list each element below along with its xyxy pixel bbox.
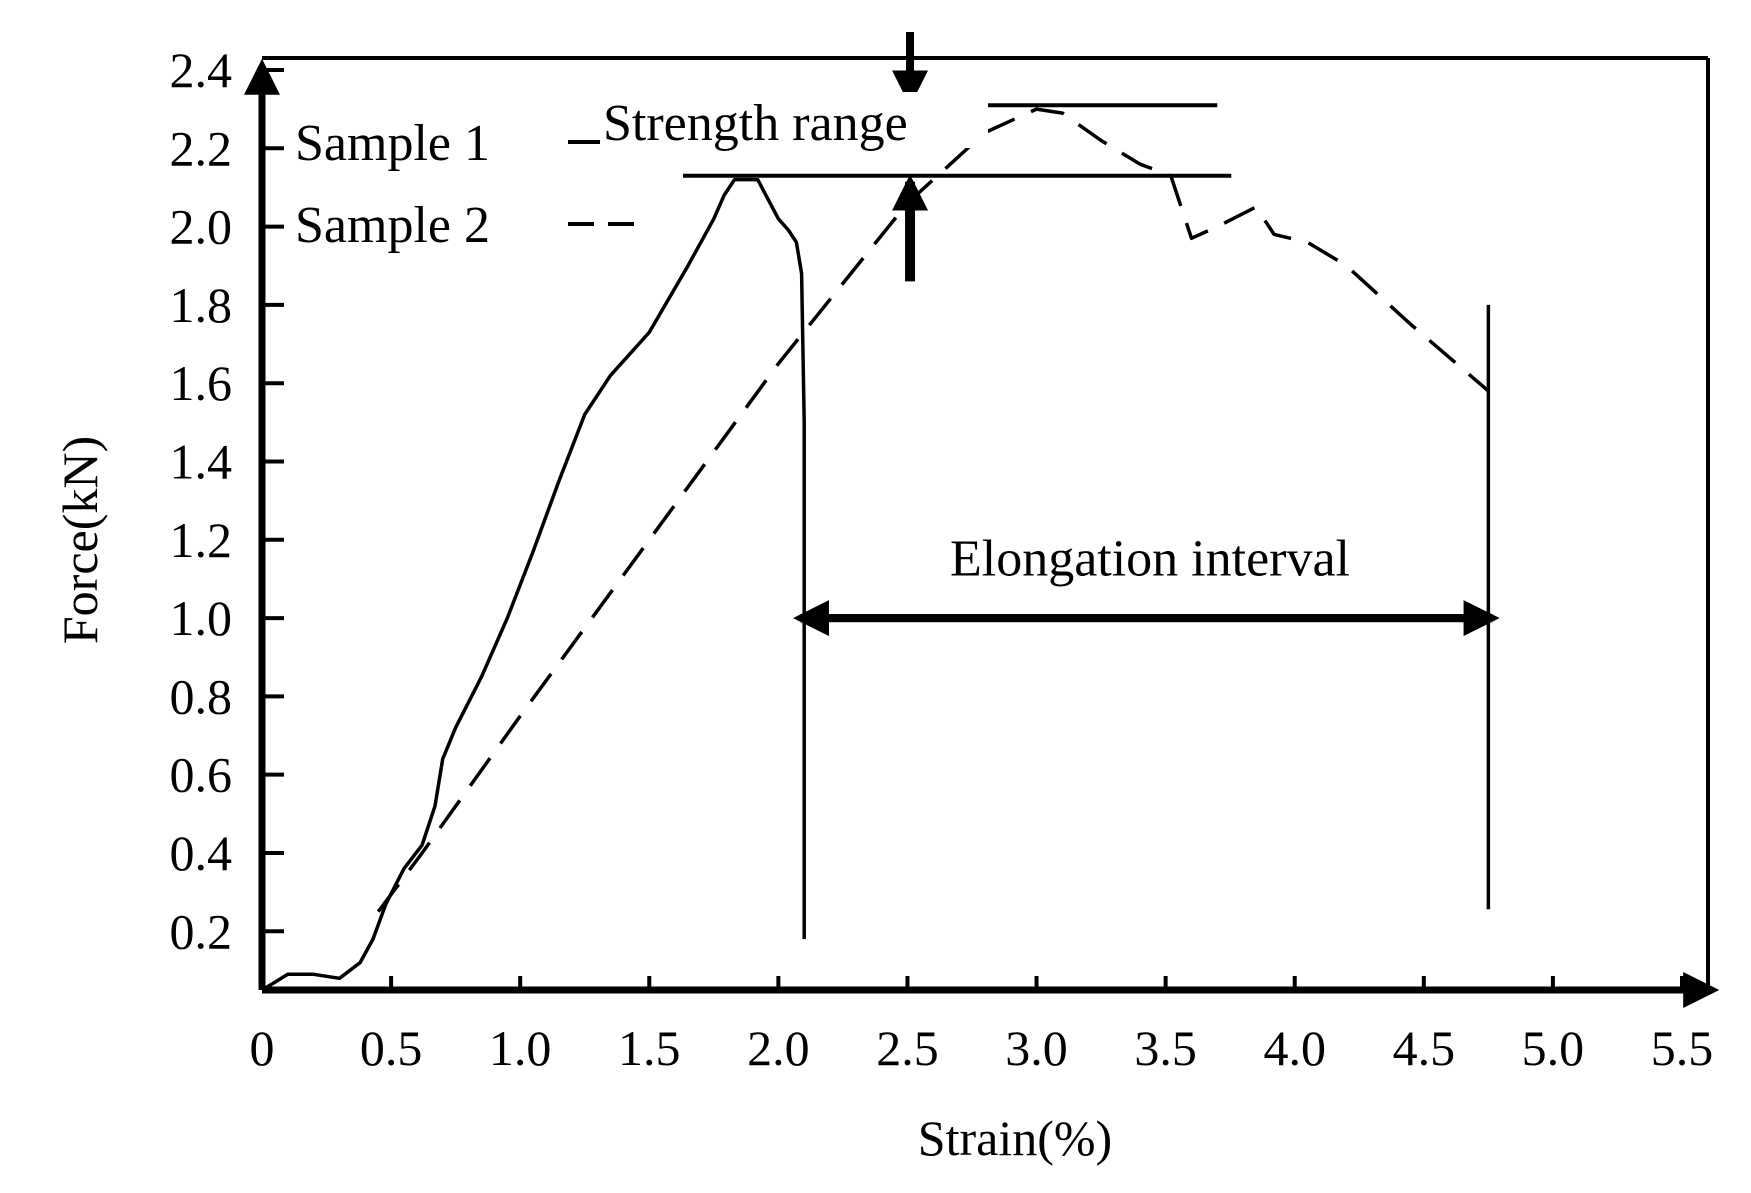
series-group [261,107,1490,992]
x-axis-title: Strain(%) [918,1110,1112,1166]
axis-ticks: 0 0.5 1.0 1.5 2.0 2.5 3.0 3.5 4.0 4.5 5.0 5.5 0.2 0.4… [170,42,1714,1076]
y-tick-label: 0.6 [170,747,233,803]
y-tick-label: 2.0 [170,199,233,255]
y-tick-label: 0.4 [170,825,233,881]
x-tick-label: 4.0 [1263,1020,1326,1076]
series-line-2 [376,107,1490,913]
legend: Sample 1 Sample 2 [295,115,645,254]
y-tick-label: 2.2 [170,120,233,176]
y-tick-label: 1.2 [170,512,233,568]
annotations: Strength range Elongation interval [600,32,1500,910]
x-tick-label: 5.5 [1651,1020,1714,1076]
y-tick-label: 0.8 [170,668,233,724]
x-tick-label: 4.5 [1393,1020,1456,1076]
x-tick-label: 2.5 [876,1020,939,1076]
plot-frame [244,56,1720,1008]
x-tick-label: 0 [250,1020,275,1076]
x-tick-label: 3.5 [1134,1020,1197,1076]
legend-label-1: Sample 1 [295,115,490,172]
x-tick-label: 5.0 [1522,1020,1585,1076]
x-tick-label: 1.5 [618,1020,681,1076]
elongation-interval-label: Elongation interval [950,530,1350,587]
x-tick-label: 3.0 [1005,1020,1068,1076]
legend-label-2: Sample 2 [295,197,490,254]
series-line-1 [261,177,806,992]
x-tick-label: 2.0 [747,1020,810,1076]
y-axis-title: Force(kN) [52,436,108,644]
strength-label-bg [600,92,988,148]
x-tick-label: 0.5 [360,1020,423,1076]
x-tick-label: 1.0 [489,1020,552,1076]
y-tick-label: 1.8 [170,277,233,333]
y-tick-label: 0.2 [170,903,233,959]
strength-range-label: Strength range [603,95,908,152]
y-tick-label: 1.0 [170,590,233,646]
y-tick-label: 1.6 [170,355,233,411]
y-tick-label: 2.4 [170,42,233,98]
y-tick-label: 1.4 [170,433,233,489]
